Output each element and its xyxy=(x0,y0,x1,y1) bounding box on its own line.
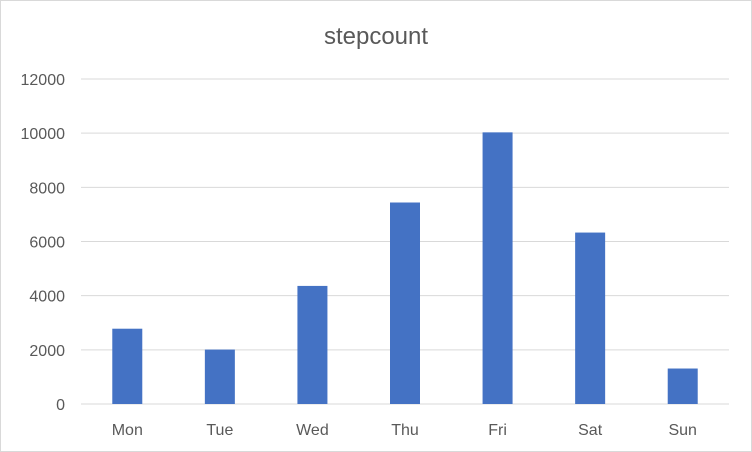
chart-title: stepcount xyxy=(323,23,429,50)
x-tick-label: Mon xyxy=(112,422,143,439)
bar-fri xyxy=(482,132,513,404)
bar-sat xyxy=(575,232,606,404)
y-tick-label: 4000 xyxy=(29,289,65,306)
x-tick-label: Sat xyxy=(578,422,603,439)
bar-mon xyxy=(112,328,143,404)
y-tick-label: 6000 xyxy=(29,235,65,252)
y-tick-label: 12000 xyxy=(21,72,66,89)
x-tick-label: Sun xyxy=(668,422,696,439)
x-tick-label: Tue xyxy=(206,422,233,439)
x-tick-label: Fri xyxy=(488,422,507,439)
bars xyxy=(112,132,698,404)
x-tick-label: Wed xyxy=(296,422,329,439)
bar-sun xyxy=(667,368,698,404)
x-tick-label: Thu xyxy=(391,422,419,439)
x-axis-tick-labels: Mon Tue Wed Thu Fri Sat Sun xyxy=(112,422,697,439)
bar-tue xyxy=(204,349,235,404)
y-tick-label: 8000 xyxy=(29,180,65,197)
y-tick-label: 2000 xyxy=(29,343,65,360)
bar-wed xyxy=(297,285,328,404)
y-tick-label: 10000 xyxy=(21,126,66,143)
bar-thu xyxy=(390,202,420,404)
y-tick-label: 0 xyxy=(56,397,65,414)
y-axis-tick-labels: 0 2000 4000 6000 8000 10000 12000 xyxy=(21,72,66,414)
